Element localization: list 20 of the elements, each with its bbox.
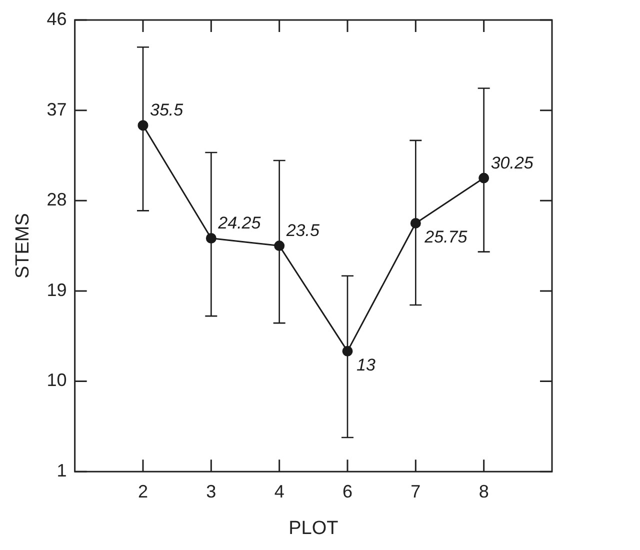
- x-axis-title: PLOT: [288, 518, 339, 539]
- data-label: 24.25: [217, 214, 262, 233]
- data-label: 23.5: [285, 221, 320, 240]
- data-label: 25.75: [424, 227, 468, 246]
- y-tick-label: 10: [46, 370, 67, 390]
- x-tick-label: 6: [342, 481, 353, 502]
- y-tick-label: 28: [46, 190, 67, 210]
- y-tick-label: 1: [56, 460, 67, 481]
- y-axis-title: STEMS: [12, 213, 34, 279]
- x-tick-label: 2: [138, 481, 148, 502]
- data-label: 35.5: [150, 100, 184, 120]
- data-label: 13: [356, 355, 376, 374]
- data-label: 30.25: [490, 153, 534, 172]
- x-tick-label: 3: [206, 481, 216, 502]
- y-tick-label: 37: [46, 99, 67, 120]
- x-tick-label: 4: [274, 481, 284, 502]
- y-tick-label: 19: [46, 280, 67, 300]
- x-tick-label: 8: [478, 481, 489, 502]
- x-tick-label: 7: [410, 481, 421, 502]
- y-tick-label: 46: [46, 8, 67, 29]
